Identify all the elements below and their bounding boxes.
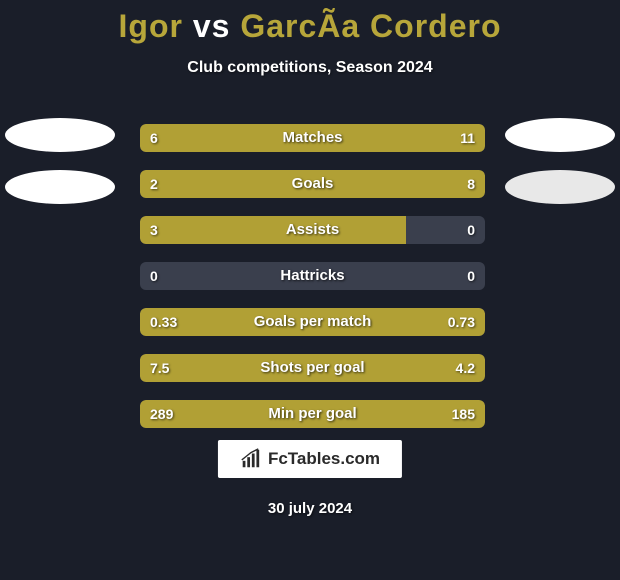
header: Igor vs GarcÃa Cordero Club competitions… bbox=[0, 0, 620, 77]
stat-label: Min per goal bbox=[140, 400, 485, 428]
player1-avatar-col bbox=[5, 118, 115, 222]
player1-club-placeholder bbox=[5, 170, 115, 204]
stat-row: 289185Min per goal bbox=[140, 400, 485, 428]
player2-club-placeholder bbox=[505, 170, 615, 204]
stat-label: Hattricks bbox=[140, 262, 485, 290]
subtitle: Club competitions, Season 2024 bbox=[0, 59, 620, 77]
attribution-text: FcTables.com bbox=[268, 449, 380, 469]
stat-row: 7.54.2Shots per goal bbox=[140, 354, 485, 382]
player2-avatar-col bbox=[505, 118, 615, 222]
player2-name: GarcÃa Cordero bbox=[240, 8, 501, 44]
stat-row: 611Matches bbox=[140, 124, 485, 152]
stat-row: 0.330.73Goals per match bbox=[140, 308, 485, 336]
stat-row: 00Hattricks bbox=[140, 262, 485, 290]
footer-date: 30 july 2024 bbox=[0, 500, 620, 517]
stat-label: Matches bbox=[140, 124, 485, 152]
stat-label: Goals per match bbox=[140, 308, 485, 336]
comparison-bars: 611Matches 28Goals 30Assists 00Hattricks 0.3… bbox=[140, 124, 485, 446]
vs-label: vs bbox=[193, 8, 231, 44]
stat-row: 28Goals bbox=[140, 170, 485, 198]
player1-name: Igor bbox=[119, 8, 183, 44]
player2-photo-placeholder bbox=[505, 118, 615, 152]
stat-label: Goals bbox=[140, 170, 485, 198]
page-title: Igor vs GarcÃa Cordero bbox=[0, 8, 620, 45]
attribution-badge: FcTables.com bbox=[218, 440, 402, 478]
stat-label: Shots per goal bbox=[140, 354, 485, 382]
chart-icon bbox=[240, 448, 262, 470]
player1-photo-placeholder bbox=[5, 118, 115, 152]
stat-label: Assists bbox=[140, 216, 485, 244]
stat-row: 30Assists bbox=[140, 216, 485, 244]
